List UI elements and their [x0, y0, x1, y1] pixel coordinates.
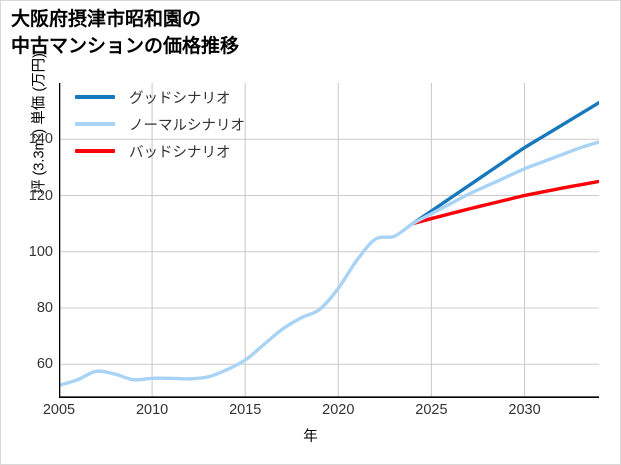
x-tick-label: 2025 — [415, 402, 448, 418]
legend-item-label: グッドシナリオ — [129, 90, 231, 107]
series-line — [411, 179, 599, 226]
y-axis-label: 坪 (3.3m²) 単価 (万円) — [31, 53, 48, 194]
legend-item-label: バッドシナリオ — [129, 144, 231, 161]
x-tick-label: 2020 — [322, 402, 355, 418]
legend-item[interactable]: バッドシナリオ — [75, 143, 245, 161]
legend-color-swatch — [75, 122, 115, 126]
series-line — [411, 100, 599, 226]
y-tick-label: 60 — [36, 356, 53, 373]
x-tick-label: 2015 — [229, 402, 262, 418]
x-tick-label: 2030 — [508, 402, 541, 418]
y-tick-label: 140 — [28, 131, 53, 148]
x-axis-label: 年 — [303, 429, 318, 445]
chart-title: 大阪府摂津市昭和園の 中古マンションの価格推移 — [11, 9, 240, 57]
x-tick-label: 2010 — [135, 402, 169, 418]
legend-color-swatch — [75, 149, 115, 153]
chart-plot-svg — [59, 83, 599, 398]
axis-spines — [59, 83, 599, 398]
series-line — [59, 140, 599, 388]
y-tick-label: 80 — [36, 300, 53, 316]
y-tick-label: 100 — [28, 243, 53, 260]
legend-item[interactable]: ノーマルシナリオ — [75, 116, 245, 134]
plot-area — [59, 83, 599, 398]
series-lines — [59, 100, 599, 388]
x-tick-label: 2005 — [42, 402, 76, 418]
chart-legend: グッドシナリオ ノーマルシナリオ バッドシナリオ — [75, 89, 245, 161]
grid-lines — [59, 83, 599, 398]
y-tick-label: 120 — [28, 187, 53, 204]
legend-item-label: ノーマルシナリオ — [129, 117, 245, 134]
legend-item[interactable]: グッドシナリオ — [75, 89, 245, 107]
legend-color-swatch — [75, 95, 115, 99]
